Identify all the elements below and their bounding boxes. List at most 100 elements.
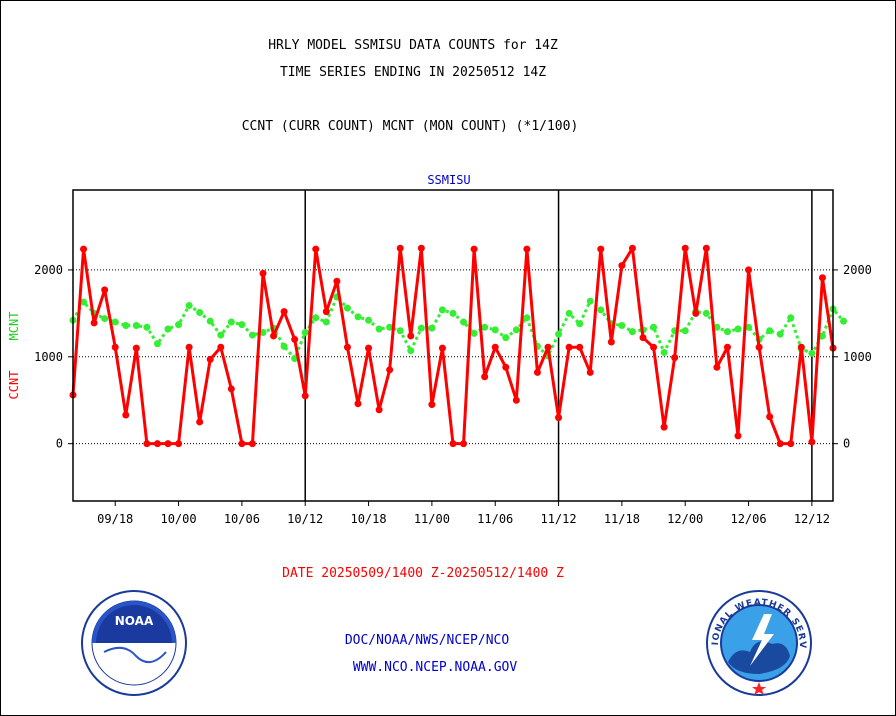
data-point-mcnt (628, 328, 636, 336)
data-point-ccnt (766, 413, 774, 421)
data-point-ccnt (702, 244, 710, 252)
data-point-ccnt (671, 354, 679, 362)
data-point-ccnt (808, 438, 816, 446)
noaa-logo-text: NOAA (115, 614, 154, 628)
data-point-ccnt (90, 319, 98, 327)
data-point-mcnt (80, 298, 88, 306)
x-tick-label: 10/06 (224, 512, 260, 526)
data-point-mcnt (460, 318, 468, 326)
data-point-ccnt (175, 440, 183, 448)
data-point-ccnt (607, 338, 615, 346)
data-point-ccnt (217, 343, 225, 351)
data-point-ccnt (238, 440, 246, 448)
data-point-ccnt (438, 344, 446, 352)
data-point-mcnt (206, 317, 214, 325)
data-point-ccnt (818, 274, 826, 282)
data-point-ccnt (460, 440, 468, 448)
x-tick-label: 10/12 (287, 512, 323, 526)
data-point-mcnt (438, 306, 446, 314)
x-tick-label: 11/06 (477, 512, 513, 526)
data-point-ccnt (270, 332, 278, 340)
data-point-mcnt (280, 342, 288, 350)
data-point-mcnt (101, 315, 109, 323)
data-point-mcnt (470, 329, 478, 337)
data-point-ccnt (533, 368, 541, 376)
data-point-mcnt (776, 330, 784, 338)
data-point-mcnt (153, 340, 161, 348)
data-point-ccnt (101, 286, 109, 294)
data-point-mcnt (650, 323, 658, 331)
data-point-ccnt (491, 343, 499, 351)
data-point-ccnt (417, 244, 425, 252)
data-point-ccnt (787, 440, 795, 448)
data-point-mcnt (417, 324, 425, 332)
data-point-mcnt (766, 327, 774, 335)
data-point-mcnt (576, 320, 584, 328)
data-point-ccnt (565, 343, 573, 351)
data-point-ccnt (734, 432, 742, 440)
data-point-mcnt (555, 330, 563, 338)
data-point-ccnt (470, 245, 478, 253)
data-point-mcnt (787, 314, 795, 322)
data-point-mcnt (618, 322, 626, 330)
data-point-ccnt (555, 414, 563, 422)
data-point-ccnt (365, 344, 373, 352)
data-point-mcnt (175, 321, 183, 329)
y-tick-label-left: 2000 (34, 263, 63, 277)
data-point-ccnt (618, 262, 626, 270)
data-point-mcnt (723, 328, 731, 336)
data-point-ccnt (776, 440, 784, 448)
data-point-ccnt (681, 244, 689, 252)
data-point-ccnt (660, 423, 668, 431)
x-tick-label: 11/18 (604, 512, 640, 526)
data-point-ccnt (80, 245, 88, 253)
data-point-ccnt (512, 396, 520, 404)
noaa-logo-icon: NOAA (81, 590, 187, 696)
data-point-ccnt (291, 335, 299, 343)
data-point-ccnt (164, 440, 172, 448)
data-point-mcnt (512, 326, 520, 334)
data-point-mcnt (132, 322, 140, 330)
data-point-mcnt (565, 309, 573, 317)
data-point-mcnt (111, 318, 119, 326)
date-range-label: DATE 20250509/1400 Z-20250512/1400 Z (282, 566, 564, 581)
y-axis-label-ccnt: CCNT (7, 371, 21, 400)
org-path-link[interactable]: DOC/NOAA/NWS/NCEP/NCO (344, 633, 510, 648)
y-tick-label-right: 1000 (843, 350, 872, 364)
data-point-mcnt (428, 324, 436, 332)
data-point-mcnt (713, 323, 721, 331)
nws-logo-icon: NATIONAL WEATHER SERVICE (706, 590, 812, 696)
series-layer (69, 244, 848, 448)
data-point-mcnt (523, 314, 531, 322)
data-point-mcnt (217, 331, 225, 339)
data-point-mcnt (227, 318, 235, 326)
data-point-mcnt (343, 304, 351, 312)
x-tick-label: 11/12 (540, 512, 576, 526)
data-point-mcnt (840, 317, 848, 325)
data-point-mcnt (196, 308, 204, 316)
data-point-ccnt (143, 440, 151, 448)
data-point-ccnt (312, 245, 320, 253)
data-point-mcnt (164, 325, 172, 333)
data-point-ccnt (723, 343, 731, 351)
data-point-ccnt (544, 343, 552, 351)
data-point-ccnt (639, 334, 647, 342)
data-point-ccnt (586, 368, 594, 376)
data-point-ccnt (185, 343, 193, 351)
data-point-ccnt (396, 244, 404, 252)
data-point-ccnt (597, 245, 605, 253)
data-point-mcnt (597, 306, 605, 314)
x-tick-label: 12/00 (667, 512, 703, 526)
x-tick-label: 12/12 (794, 512, 830, 526)
data-point-mcnt (322, 318, 330, 326)
data-point-ccnt (248, 440, 256, 448)
data-point-ccnt (227, 385, 235, 393)
data-point-ccnt (797, 343, 805, 351)
data-point-mcnt (745, 323, 753, 331)
chart-title-line1: HRLY MODEL SSMISU DATA COUNTS for 14Z (268, 38, 558, 53)
data-point-ccnt (322, 308, 330, 316)
website-link[interactable]: WWW.NCO.NCEP.NOAA.GOV (352, 660, 518, 675)
data-point-mcnt (818, 332, 826, 340)
data-point-mcnt (259, 328, 267, 336)
